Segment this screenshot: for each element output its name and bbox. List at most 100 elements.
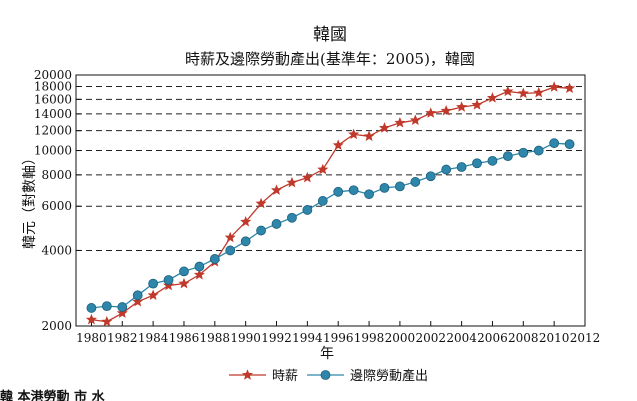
series-0-point xyxy=(317,163,329,175)
plot-border xyxy=(75,74,586,327)
series-1-point xyxy=(533,145,544,156)
series-1-point xyxy=(410,177,421,187)
series-1-point xyxy=(86,303,97,313)
series-0-point xyxy=(147,289,159,301)
series-0-point xyxy=(394,116,406,128)
series-0-point xyxy=(471,99,483,110)
x-tick-label: 2004 xyxy=(446,331,477,345)
series-markers xyxy=(85,81,576,327)
series-0-point xyxy=(456,101,468,112)
series-1-point xyxy=(302,205,313,215)
series-0-point xyxy=(564,82,576,94)
series-1-point xyxy=(379,182,390,193)
x-tick-label: 1998 xyxy=(354,331,385,345)
y-tick-label: 10000 xyxy=(34,144,72,158)
plot-frame xyxy=(75,74,586,327)
y-tick-label: 4000 xyxy=(41,243,72,257)
x-tick-label: 1988 xyxy=(200,331,231,345)
series-0-point xyxy=(486,92,498,103)
series-0-point xyxy=(548,81,560,92)
series-1-point xyxy=(425,171,436,182)
x-tick-label: 2000 xyxy=(385,331,416,345)
series-1-point xyxy=(364,189,374,200)
y-tick-label: 18000 xyxy=(34,79,72,93)
x-tick-label: 2012 xyxy=(570,331,601,345)
series-1-point xyxy=(333,186,344,197)
series-0-point xyxy=(163,279,175,291)
series-0-point xyxy=(101,315,113,327)
series-0-point xyxy=(517,87,529,99)
series-1-point xyxy=(240,236,251,247)
gridlines xyxy=(76,85,585,251)
x-tick-label: 2008 xyxy=(508,331,539,345)
series-0-point xyxy=(363,130,375,141)
series-1-point xyxy=(101,301,112,312)
series-0-point xyxy=(85,313,97,325)
x-axis: 1980 1982 1984 1986 1988 1990 1992 1994 1996 1998… xyxy=(76,321,600,345)
chart-title: 韓國 xyxy=(313,25,347,45)
series-1-point xyxy=(472,158,482,169)
x-tick-label: 1992 xyxy=(261,331,292,345)
series-0-point xyxy=(286,176,298,188)
series-1-point xyxy=(348,185,359,196)
series-1-point xyxy=(502,151,513,162)
y-tick-label: 14000 xyxy=(34,107,72,121)
series-1-point xyxy=(317,196,328,206)
series-0-point xyxy=(240,216,252,227)
series-line-0 xyxy=(91,86,570,323)
series-1-point xyxy=(287,212,297,223)
series-1-point xyxy=(209,254,220,264)
series-0-point xyxy=(409,114,421,125)
series-0-point xyxy=(502,85,514,97)
series-1-point xyxy=(271,219,282,229)
series-0-point xyxy=(255,197,267,209)
y-tick-label: 6000 xyxy=(41,199,72,213)
x-tick-label: 2010 xyxy=(539,331,570,345)
series-1-point xyxy=(148,278,159,289)
series-0-point xyxy=(332,139,344,150)
x-axis-label: 年 xyxy=(320,346,334,362)
x-tick-label: 1994 xyxy=(292,331,323,345)
footer-partial-text: 韓 本港勞動 市 水 xyxy=(0,389,106,401)
series-0-point xyxy=(270,184,283,195)
series-1-point xyxy=(225,245,236,256)
x-tick-label: 1996 xyxy=(323,331,354,345)
series-1-point xyxy=(256,225,266,236)
series-1-point xyxy=(395,181,405,192)
series-1-point xyxy=(441,164,452,175)
y-axis-label: 韓元（對數軸） xyxy=(22,151,38,249)
series-0-point xyxy=(178,277,190,289)
x-tick-label: 1982 xyxy=(107,331,138,345)
x-tick-label: 1984 xyxy=(138,331,169,345)
series-1-point xyxy=(487,155,498,166)
series-0-point xyxy=(132,295,144,307)
series-1-point xyxy=(163,275,174,285)
series-0-point xyxy=(533,86,545,98)
legend-marker-0 xyxy=(241,369,254,380)
y-tick-label: 2000 xyxy=(41,319,72,333)
chart-subtitle: 時薪及邊際勞動產出(基準年：2005)，韓國 xyxy=(185,50,475,68)
y-tick-label: 20000 xyxy=(34,68,72,82)
y-tick-label: 8000 xyxy=(41,168,72,182)
series-1-point xyxy=(564,139,575,150)
x-tick-label: 1990 xyxy=(230,331,261,345)
series-0-point xyxy=(224,231,236,243)
series-line-1 xyxy=(91,142,570,309)
x-tick-label: 1980 xyxy=(76,331,107,345)
legend-label-0: 時薪 xyxy=(272,369,298,384)
series-0-point xyxy=(440,105,452,116)
series-1-point xyxy=(194,261,205,272)
legend-marker-1 xyxy=(320,370,331,380)
legend: 時薪 邊際勞動產出 xyxy=(229,368,428,384)
series-0-point xyxy=(116,307,128,318)
series-0-point xyxy=(378,122,391,133)
series-lines xyxy=(91,86,570,323)
x-tick-label: 1986 xyxy=(169,331,200,345)
x-tick-label: 2002 xyxy=(415,331,446,345)
series-1-point xyxy=(549,138,560,149)
series-0-point xyxy=(425,107,437,118)
series-1-point xyxy=(132,290,143,301)
series-1-point xyxy=(456,162,467,172)
y-tick-label: 16000 xyxy=(34,92,72,106)
